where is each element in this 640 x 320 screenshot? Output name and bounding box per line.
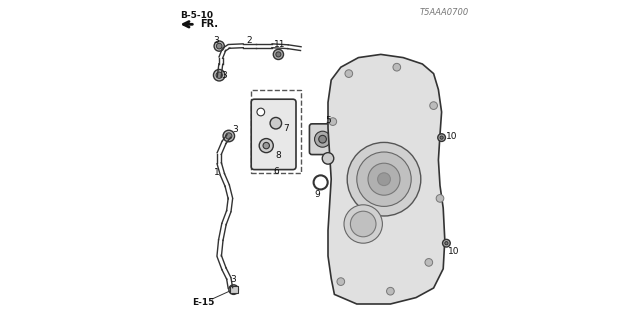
Circle shape — [270, 117, 282, 129]
Text: 3: 3 — [221, 71, 227, 80]
Text: 7: 7 — [284, 124, 289, 132]
Circle shape — [344, 205, 383, 243]
Text: 11: 11 — [275, 40, 285, 49]
Circle shape — [378, 173, 390, 186]
Circle shape — [387, 287, 394, 295]
Text: 8: 8 — [275, 151, 280, 160]
Circle shape — [319, 135, 326, 143]
Circle shape — [273, 49, 284, 60]
Circle shape — [214, 69, 225, 81]
Circle shape — [430, 102, 438, 109]
Text: 3: 3 — [230, 276, 236, 284]
Text: 1: 1 — [214, 168, 220, 177]
Circle shape — [440, 136, 444, 139]
Polygon shape — [328, 54, 445, 304]
Circle shape — [393, 63, 401, 71]
Bar — [251, 90, 301, 173]
Text: 3: 3 — [213, 36, 219, 44]
Circle shape — [329, 118, 337, 125]
FancyBboxPatch shape — [310, 124, 335, 155]
Circle shape — [229, 285, 239, 294]
Circle shape — [323, 153, 334, 164]
Text: T5AAA0700: T5AAA0700 — [420, 8, 468, 17]
Text: 5: 5 — [325, 116, 331, 125]
Bar — [230, 286, 238, 293]
Circle shape — [357, 152, 412, 206]
Circle shape — [259, 139, 273, 153]
Text: FR.: FR. — [200, 19, 218, 29]
Circle shape — [443, 239, 451, 247]
Circle shape — [425, 259, 433, 266]
Circle shape — [368, 163, 400, 195]
Circle shape — [263, 142, 269, 149]
Text: 6: 6 — [273, 167, 278, 176]
FancyBboxPatch shape — [251, 99, 296, 170]
Circle shape — [216, 43, 222, 49]
Text: B-5-10: B-5-10 — [180, 11, 213, 20]
Circle shape — [436, 195, 444, 202]
Circle shape — [351, 211, 376, 237]
Circle shape — [337, 278, 344, 285]
Text: 10: 10 — [448, 247, 460, 256]
Circle shape — [276, 52, 281, 57]
Circle shape — [223, 130, 235, 142]
Text: 10: 10 — [447, 132, 458, 140]
Circle shape — [345, 70, 353, 77]
Circle shape — [445, 242, 448, 245]
Text: 3: 3 — [232, 125, 238, 134]
Circle shape — [347, 142, 421, 216]
Text: 9: 9 — [315, 190, 320, 199]
Circle shape — [226, 133, 232, 139]
Circle shape — [438, 134, 445, 141]
Text: 2: 2 — [247, 36, 252, 44]
Circle shape — [315, 131, 331, 147]
Text: E-15: E-15 — [192, 298, 214, 307]
Circle shape — [216, 72, 222, 78]
Circle shape — [257, 108, 265, 116]
Circle shape — [214, 41, 225, 51]
